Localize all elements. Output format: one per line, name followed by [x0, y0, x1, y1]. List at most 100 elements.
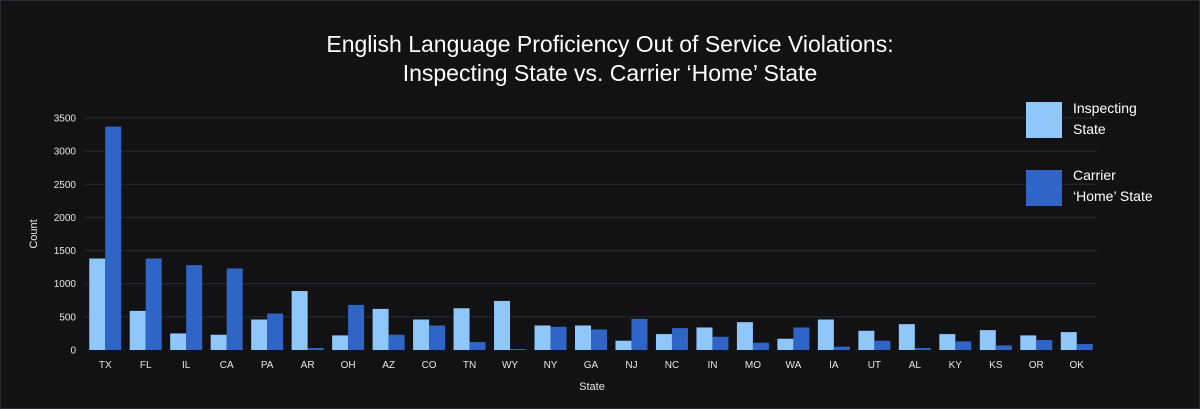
x-tick-label-ks: KS [989, 360, 1003, 371]
bar-inspecting-state-az[interactable] [372, 308, 389, 350]
y-tick-label-3500: 3500 [54, 114, 77, 125]
bar-carrier-home-state-mo[interactable] [752, 342, 769, 350]
legend-label-inspecting-state-line2: State [1073, 121, 1106, 137]
bar-inspecting-state-or[interactable] [1020, 335, 1037, 350]
chart-subtitle: Inspecting State vs. Carrier ‘Home’ Stat… [403, 60, 818, 86]
y-tick-label-3000: 3000 [54, 147, 77, 158]
x-tick-label-az: AZ [382, 360, 395, 371]
bar-carrier-home-state-wa[interactable] [793, 327, 810, 350]
x-tick-label-ga: GA [584, 360, 599, 371]
bar-inspecting-state-tn[interactable] [453, 308, 470, 350]
bar-inspecting-state-oh[interactable] [332, 335, 349, 350]
x-tick-label-oh: OH [341, 360, 356, 371]
bar-carrier-home-state-fl[interactable] [145, 258, 162, 350]
bar-carrier-home-state-ny[interactable] [550, 326, 567, 350]
bar-inspecting-state-ok[interactable] [1060, 332, 1077, 350]
legend-item-inspecting-state[interactable]: Inspecting State [1026, 100, 1137, 138]
bar-carrier-home-state-or[interactable] [1036, 340, 1053, 350]
legend-swatch-inspecting-state [1026, 102, 1062, 138]
x-axis-title: State [579, 381, 605, 393]
bar-inspecting-state-ky[interactable] [939, 334, 956, 350]
bar-carrier-home-state-ks[interactable] [995, 345, 1012, 350]
x-tick-label-al: AL [909, 360, 922, 371]
bar-inspecting-state-ca[interactable] [210, 334, 227, 350]
bar-inspecting-state-ar[interactable] [291, 291, 308, 350]
y-axis-title: Count [28, 219, 40, 248]
x-tick-label-ut: UT [868, 360, 881, 371]
x-tick-label-tn: TN [463, 360, 476, 371]
legend-label-carrier-home-state-line1: Carrier [1073, 167, 1116, 183]
y-tick-label-2500: 2500 [54, 180, 77, 191]
bar-carrier-home-state-ia[interactable] [833, 346, 850, 350]
x-tick-label-nc: NC [665, 360, 679, 371]
x-axis-ticks: TX FL IL CA PA AR OH AZ CO TN WY NY GA NJ NC IN MO WA IA UT… [99, 360, 1084, 371]
bar-carrier-home-state-ky[interactable] [955, 341, 972, 350]
x-tick-label-ky: KY [949, 360, 963, 371]
bar-carrier-home-state-pa[interactable] [267, 313, 284, 350]
x-tick-label-pa: PA [261, 360, 274, 371]
bar-inspecting-state-il[interactable] [170, 333, 187, 350]
x-tick-label-tx: TX [99, 360, 112, 371]
x-tick-label-wa: WA [786, 360, 802, 371]
y-tick-label-0: 0 [70, 346, 76, 357]
bar-carrier-home-state-ga[interactable] [591, 329, 607, 350]
bar-carrier-home-state-nc[interactable] [671, 328, 688, 350]
legend-swatch-carrier-home-state [1026, 170, 1062, 206]
bar-inspecting-state-ny[interactable] [534, 325, 551, 350]
x-tick-label-or: OR [1029, 360, 1044, 371]
x-tick-label-nj: NJ [625, 360, 637, 371]
x-tick-label-ia: IA [829, 360, 839, 371]
bar-inspecting-state-ut[interactable] [858, 330, 875, 350]
x-tick-label-mo: MO [745, 360, 761, 371]
chart-title: English Language Proficiency Out of Serv… [326, 31, 893, 57]
x-tick-label-fl: FL [140, 360, 152, 371]
bar-carrier-home-state-ok[interactable] [1076, 344, 1093, 350]
bar-inspecting-state-nc[interactable] [655, 334, 672, 350]
bar-carrier-home-state-tn[interactable] [469, 342, 486, 350]
bar-carrier-home-state-il[interactable] [186, 265, 203, 350]
x-tick-label-wy: WY [502, 360, 518, 371]
legend-label-carrier-home-state-line2: ‘Home’ State [1073, 188, 1153, 204]
bar-inspecting-state-ia[interactable] [817, 319, 834, 350]
x-tick-label-ar: AR [301, 360, 315, 371]
bar-inspecting-state-nj[interactable] [615, 340, 632, 350]
bar-carrier-home-state-az[interactable] [388, 334, 405, 350]
bar-inspecting-state-co[interactable] [413, 319, 430, 350]
bar-carrier-home-state-tx[interactable] [105, 126, 122, 350]
bar-carrier-home-state-nj[interactable] [631, 318, 648, 350]
bar-carrier-home-state-ar[interactable] [307, 348, 324, 350]
bar-carrier-home-state-al[interactable] [914, 348, 931, 350]
x-tick-label-ca: CA [220, 360, 234, 371]
x-tick-label-co: CO [422, 360, 437, 371]
x-tick-label-ny: NY [544, 360, 558, 371]
bar-inspecting-state-al[interactable] [898, 324, 915, 350]
bar-carrier-home-state-wy[interactable] [510, 349, 527, 350]
bar-inspecting-state-ks[interactable] [979, 330, 996, 350]
bar-inspecting-state-mo[interactable] [736, 322, 753, 350]
y-tick-label-1500: 1500 [54, 246, 77, 257]
bar-inspecting-state-ga[interactable] [575, 325, 591, 350]
bar-inspecting-state-pa[interactable] [251, 319, 268, 350]
x-tick-label-il: IL [182, 360, 191, 371]
legend-label-inspecting-state-line1: Inspecting [1073, 100, 1137, 116]
bar-inspecting-state-fl[interactable] [129, 310, 146, 350]
bar-carrier-home-state-ut[interactable] [874, 340, 891, 350]
y-tick-label-2000: 2000 [54, 213, 77, 224]
legend-item-carrier-home-state[interactable]: Carrier ‘Home’ State [1026, 167, 1153, 206]
bar-carrier-home-state-ca[interactable] [226, 268, 243, 350]
bar-carrier-home-state-in[interactable] [712, 336, 729, 350]
x-tick-label-ok: OK [1070, 360, 1085, 371]
legend: Inspecting State Carrier ‘Home’ State [1026, 100, 1153, 206]
bars [89, 126, 1093, 350]
gridlines [85, 117, 1097, 318]
bar-inspecting-state-in[interactable] [696, 327, 713, 350]
bar-carrier-home-state-oh[interactable] [348, 304, 365, 350]
bar-inspecting-state-tx[interactable] [89, 258, 106, 350]
y-tick-label-1000: 1000 [54, 279, 77, 290]
x-tick-label-in: IN [707, 360, 717, 371]
bar-inspecting-state-wa[interactable] [777, 338, 794, 350]
bar-carrier-home-state-co[interactable] [429, 325, 446, 350]
bar-inspecting-state-wy[interactable] [494, 300, 511, 350]
